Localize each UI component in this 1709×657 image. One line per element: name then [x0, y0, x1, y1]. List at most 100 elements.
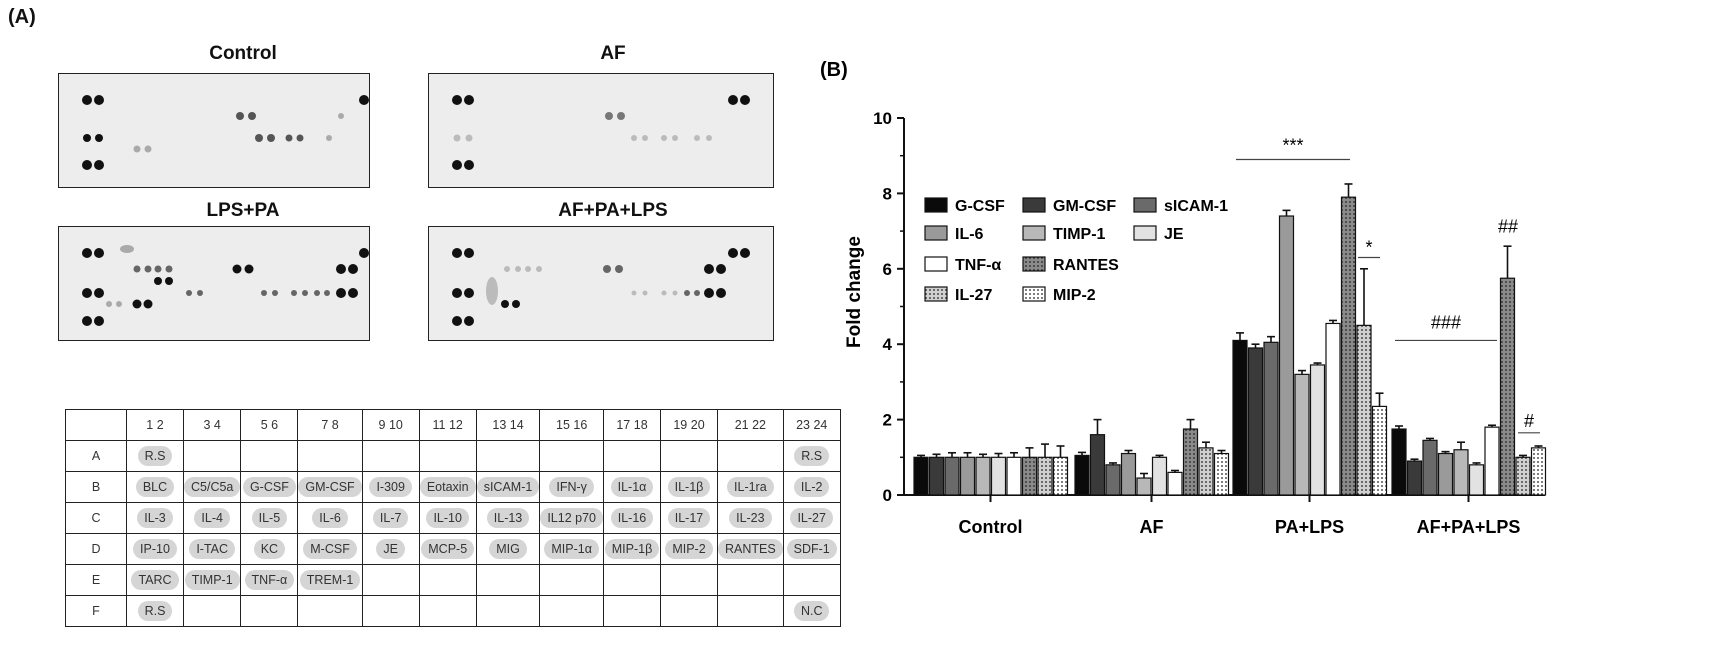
table-cell — [240, 595, 299, 627]
column-header: 11 12 — [418, 409, 477, 441]
table-cell — [539, 564, 604, 596]
cytokine-label: R.S — [137, 446, 173, 466]
cytokine-label: IFN-γ — [549, 477, 594, 497]
bar — [1453, 449, 1469, 496]
cytokine-label: I-TAC — [189, 539, 236, 559]
column-header: 9 10 — [361, 409, 420, 441]
table-row: B BLC C5/C5a G-CSF GM-CSF I-309 Eotaxin sICAM-1… — [65, 471, 841, 503]
table-cell: M-CSF — [297, 533, 363, 565]
table-cell: BLC — [126, 471, 184, 503]
bar — [1530, 447, 1547, 496]
legend-swatch — [1133, 197, 1157, 213]
bar — [1021, 456, 1038, 496]
table-row: C IL-3 IL-4 IL-5 IL-6 IL-7 IL-10 IL-13 IL12 p70 I… — [65, 502, 841, 534]
bar — [1325, 322, 1341, 496]
y-tick-label: 4 — [883, 335, 893, 354]
cytokine-label: IL-2 — [793, 477, 830, 497]
column-header: 17 18 — [603, 409, 661, 441]
table-row: D IP-10 I-TAC KC M-CSF JE MCP-5 MIG MIP-1α MIP-1β… — [65, 533, 841, 565]
cytokine-label: IL-16 — [610, 508, 654, 528]
bar — [1105, 464, 1121, 496]
table-cell: I-309 — [361, 471, 420, 503]
cytokine-label: I-309 — [369, 477, 412, 497]
cytokine-label: IL-3 — [137, 508, 173, 528]
table-cell: TIMP-1 — [182, 564, 242, 596]
bar — [1074, 454, 1090, 496]
bar — [1247, 347, 1264, 496]
column-header: 3 4 — [182, 409, 242, 441]
table-cell: IL-23 — [717, 502, 784, 534]
table-cell: R.S — [782, 440, 841, 472]
table-cell — [539, 595, 604, 627]
array-layout-table: 1 2 3 4 5 6 7 8 9 10 11 12 13 14 15 16 1… — [65, 409, 841, 627]
array-table-body: A R.S R.S B BLC C5/C5a G-CSF GM-CSF I-309 Eotaxin… — [65, 440, 841, 627]
bar — [1182, 428, 1199, 496]
x-tick-label: PA+LPS — [1275, 517, 1344, 537]
significance-marker: * — [1365, 237, 1372, 257]
legend-swatch — [924, 256, 948, 272]
table-cell: IL12 p70 — [539, 502, 604, 534]
cytokine-label: G-CSF — [242, 477, 296, 497]
table-cell — [418, 595, 477, 627]
table-cell: IL-16 — [603, 502, 661, 534]
bar — [1294, 373, 1310, 496]
row-label: E — [65, 564, 127, 596]
cytokine-label: MIP-1β — [604, 539, 660, 559]
table-cell — [418, 440, 477, 472]
bar — [1278, 215, 1295, 496]
table-cell — [717, 595, 784, 627]
bar — [1422, 439, 1438, 496]
bar — [1263, 341, 1279, 496]
table-cell — [361, 595, 420, 627]
panel-a-label: (A) — [8, 6, 36, 28]
table-cell: RANTES — [717, 533, 784, 565]
column-header: 19 20 — [660, 409, 718, 441]
table-cell: R.S — [126, 595, 184, 627]
table-cell: I-TAC — [182, 533, 242, 565]
bar — [1052, 456, 1069, 496]
table-cell: SDF-1 — [782, 533, 841, 565]
cytokine-label: C5/C5a — [184, 477, 241, 497]
legend-label: TIMP-1 — [1053, 226, 1106, 243]
cytokine-label: IL-13 — [486, 508, 530, 528]
cytokine-label: TARC — [131, 570, 179, 590]
cytokine-label: TNF-α — [244, 570, 295, 590]
bar — [1037, 456, 1053, 496]
legend-swatch — [1022, 225, 1046, 241]
blot-dots-af — [452, 95, 750, 170]
bar — [928, 456, 945, 496]
blot-image-af-pa-lps — [428, 226, 774, 341]
bar — [1213, 452, 1230, 496]
legend-swatch — [1022, 256, 1046, 272]
table-cell — [660, 564, 718, 596]
legend-label: IL-27 — [955, 287, 992, 304]
bar — [1340, 196, 1357, 496]
cytokine-label: IL-6 — [312, 508, 348, 528]
legend-swatch — [924, 286, 948, 302]
cytokine-label: N.C — [793, 601, 830, 621]
bar — [1136, 477, 1152, 496]
cytokine-label: MIP-1α — [544, 539, 599, 559]
cytokine-label: sICAM-1 — [476, 477, 540, 497]
table-cell: TREM-1 — [297, 564, 363, 596]
table-cell — [475, 595, 541, 627]
cytokine-label: MIG — [489, 539, 527, 559]
significance-marker: ## — [1498, 217, 1518, 237]
blot-dots-lps-pa — [82, 245, 381, 326]
legend-label: JE — [1164, 226, 1184, 243]
table-cell: MIP-1α — [539, 533, 604, 565]
table-row: E TARC TIMP-1 TNF-α TREM-1 — [65, 564, 841, 596]
table-cell: IP-10 — [126, 533, 184, 565]
table-cell: R.S — [126, 440, 184, 472]
bar — [1232, 339, 1248, 496]
table-cell: IL-1α — [603, 471, 661, 503]
table-cell: KC — [240, 533, 299, 565]
bar — [1198, 447, 1214, 496]
cytokine-label: R.S — [794, 446, 830, 466]
table-cell — [782, 564, 841, 596]
bar — [1406, 460, 1423, 496]
cytokine-label: IL-7 — [372, 508, 409, 528]
cytokine-label: GM-CSF — [298, 477, 362, 497]
blot-image-lps-pa — [58, 226, 381, 341]
cytokine-label: IL-1ra — [727, 477, 774, 497]
